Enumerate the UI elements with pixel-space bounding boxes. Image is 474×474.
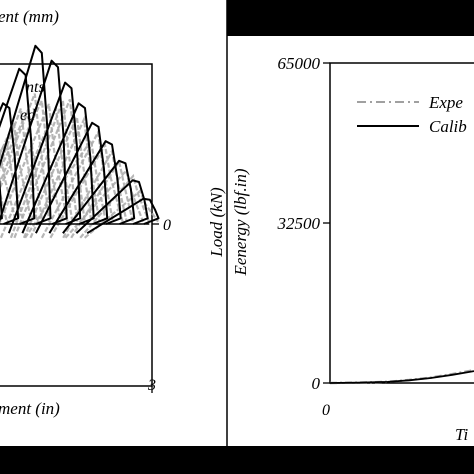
gray-experiment-loop bbox=[29, 115, 101, 239]
gray-experiment-loop bbox=[9, 100, 79, 239]
left-panel: ent (mm) 0 3 ment (in) nts ed bbox=[0, 7, 171, 418]
black-calibrated-loop bbox=[0, 102, 20, 225]
right-y-axis-label-outer: Load (kN) bbox=[207, 187, 226, 258]
gray-experiment-loop bbox=[70, 158, 134, 239]
black-calibrated-loop bbox=[7, 81, 82, 234]
left-right-tick-label: 0 bbox=[163, 217, 171, 234]
gray-experiment-loop bbox=[22, 112, 93, 239]
left-x-axis-label: ment (in) bbox=[0, 399, 60, 418]
gray-experiment-loop bbox=[0, 147, 18, 222]
right-y-tick-label: 32500 bbox=[277, 214, 321, 233]
left-x-tick-label: 3 bbox=[147, 377, 156, 394]
left-legend-entry-1: nts bbox=[26, 79, 45, 96]
right-y-ticks: 65000 32500 0 bbox=[277, 54, 330, 393]
black-calibrated-loop bbox=[48, 140, 122, 234]
bottom-black-band bbox=[0, 446, 474, 474]
right-panel: 65000 32500 0 0 Load (kN) Eenergy (lbf.in)… bbox=[207, 0, 474, 444]
gray-experiment-loop bbox=[0, 103, 69, 225]
black-calibrated-loop bbox=[75, 179, 149, 234]
right-curves bbox=[329, 369, 474, 385]
black-calibrated-loop bbox=[86, 197, 160, 235]
right-y-axis-label-inner: Eenergy (lbf.in) bbox=[231, 168, 250, 276]
right-legend-entry-1: Expe bbox=[428, 93, 463, 112]
calib-line bbox=[329, 370, 474, 384]
left-legend-entry-2: ed bbox=[20, 107, 36, 124]
gray-experiment-loop bbox=[0, 103, 74, 239]
black-calibrated-loop bbox=[0, 59, 68, 225]
right-y-tick-label: 65000 bbox=[278, 54, 321, 73]
gray-experiment-loop bbox=[49, 141, 124, 239]
black-calibrated-loop bbox=[0, 67, 36, 225]
right-legend: Expe Calib bbox=[357, 93, 467, 136]
gray-experiment-loop bbox=[0, 188, 8, 222]
right-top-black-band bbox=[227, 0, 474, 36]
left-plot-frame bbox=[0, 63, 153, 387]
right-legend-entry-2: Calib bbox=[429, 117, 467, 136]
left-traces bbox=[0, 44, 160, 239]
right-y-tick-label: 0 bbox=[312, 374, 321, 393]
black-calibrated-loop bbox=[0, 44, 52, 225]
gray-experiment-loop bbox=[0, 119, 33, 222]
gray-experiment-loop bbox=[0, 108, 39, 222]
gray-experiment-loop bbox=[79, 173, 151, 239]
black-calibrated-loop bbox=[62, 159, 136, 234]
left-top-axis-label: ent (mm) bbox=[0, 7, 59, 26]
right-x-axis-label: Ti bbox=[455, 425, 469, 444]
right-x-tick-label: 0 bbox=[322, 402, 330, 419]
